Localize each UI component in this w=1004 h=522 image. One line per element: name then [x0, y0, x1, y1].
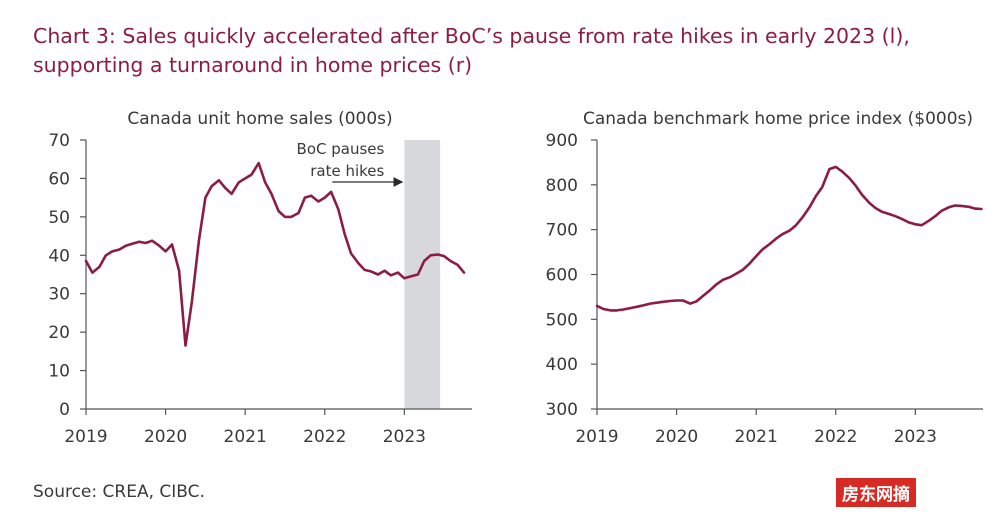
sales-x-tick-label: 2023 — [383, 427, 426, 447]
home-price-panel: Canada benchmark home price index ($000s… — [546, 109, 983, 447]
sales-y-tick-label: 70 — [48, 131, 70, 151]
price-x-tick-label: 2021 — [735, 427, 778, 447]
chart-title-line-2: supporting a turnaround in home prices (… — [33, 53, 473, 77]
sales-x-tick-label: 2020 — [144, 427, 187, 447]
source-note: Source: CREA, CIBC. — [33, 482, 205, 502]
price-y-tick-label: 700 — [546, 221, 578, 241]
home-sales-panel: Canada unit home sales (000s) 0 10 20 30 40 50… — [48, 109, 472, 447]
price-y-tick-label: 800 — [546, 176, 578, 196]
price-y-tick-label: 300 — [546, 400, 578, 420]
price-y-tick-label: 400 — [546, 355, 578, 375]
price-x-tick-label: 2020 — [655, 427, 698, 447]
sales-x-tick-label: 2019 — [64, 427, 107, 447]
sales-y-tick-label: 20 — [48, 323, 70, 343]
sales-y-tick-label: 40 — [48, 246, 70, 266]
sales-x-tick-label: 2022 — [303, 427, 346, 447]
chart-title-line-1: Chart 3: Sales quickly accelerated after… — [33, 24, 910, 48]
price-panel-title: Canada benchmark home price index ($000s… — [583, 109, 973, 129]
annotation-text-line-2: rate hikes — [310, 162, 384, 180]
sales-series-line — [84, 161, 466, 347]
watermark-logo: 房东网摘 — [836, 478, 916, 507]
annotation-text-line-1: BoC pauses — [297, 140, 385, 158]
price-x-tick-label: 2022 — [814, 427, 857, 447]
sales-y-tick-label: 30 — [48, 285, 70, 305]
sales-panel-title: Canada unit home sales (000s) — [127, 109, 392, 129]
sales-y-tick-label: 50 — [48, 208, 70, 228]
rate-pause-shaded-region — [404, 140, 441, 409]
price-x-tick-label: 2023 — [894, 427, 937, 447]
price-x-tick-label: 2019 — [575, 427, 618, 447]
sales-x-tick-label: 2021 — [224, 427, 267, 447]
sales-y-tick-label: 0 — [59, 400, 70, 420]
chart-header: Chart 3: Sales quickly accelerated after… — [33, 22, 983, 80]
sales-y-tick-label: 10 — [48, 362, 70, 382]
sales-y-tick-label: 60 — [48, 169, 70, 189]
price-series-line — [595, 165, 983, 312]
price-y-tick-label: 600 — [546, 266, 578, 286]
price-y-tick-label: 500 — [546, 310, 578, 330]
price-y-tick-label: 900 — [546, 131, 578, 151]
